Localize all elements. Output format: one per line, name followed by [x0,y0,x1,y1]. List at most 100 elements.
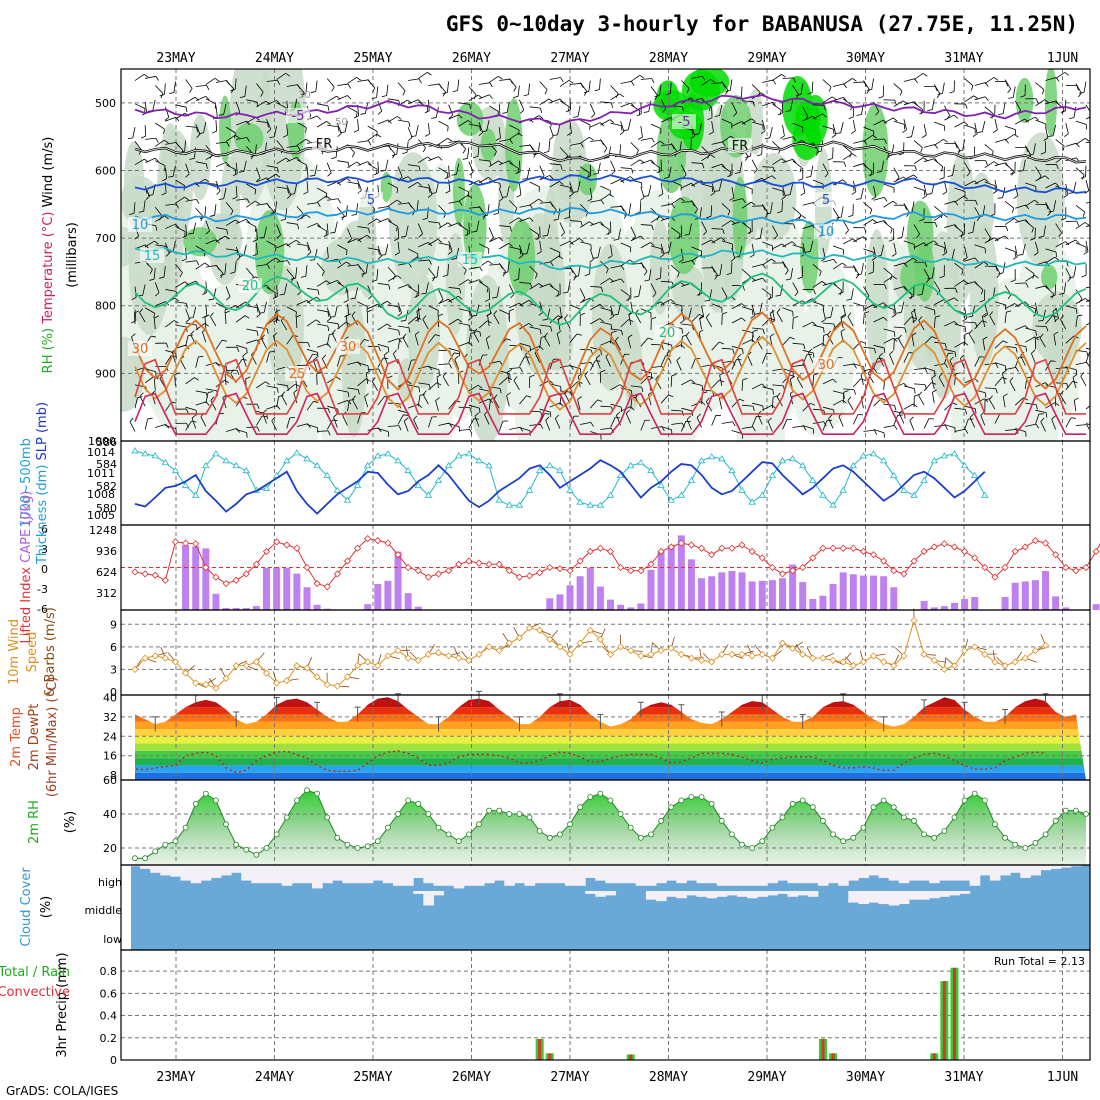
wind-barb [529,181,540,188]
wind-barb-flag [297,224,300,230]
wind-barb [266,79,278,82]
wind-barb-flag [1064,133,1069,137]
wind-barb [152,99,156,111]
rh-point [577,804,584,811]
wind-barb-flag [898,334,902,340]
wind-barb [1014,245,1018,257]
wind-barb [1035,285,1047,289]
wind-barb-flag [886,154,893,157]
wind-barb-flag [751,118,756,123]
wind-barb [883,117,894,124]
wind-barb [559,240,571,247]
wind-barb-flag [400,235,406,238]
wind-barb-flag [1025,147,1029,153]
li-point [566,567,574,575]
wind-barb [418,242,429,248]
li-point [333,570,341,578]
wind-barb [243,160,247,172]
wind-barb-flag [245,376,251,380]
li-point [748,547,756,556]
isotherm-25 [134,311,1087,397]
li-point [536,569,544,577]
rh-point [557,831,563,838]
wind-barb-flag [316,296,321,301]
wind-barb-flag [722,228,725,234]
thickness-point [303,455,311,462]
wind-barb [326,162,332,174]
cape-bar [384,580,392,610]
wind-barb [751,159,758,170]
wind-barb [696,417,702,428]
wind-barb-flag [1007,88,1012,94]
cloud-clear-middle [878,891,890,905]
wind-barb-flag [337,181,342,186]
cape-bar [738,572,746,610]
thickness-point [920,476,928,483]
wind-barb-flag [599,304,604,308]
wind-barb [659,84,662,96]
wind-barb-flag [306,251,312,256]
wind-barb-flag [845,229,849,235]
wind-barb-flag [891,314,897,318]
wind-barb [509,124,520,131]
wind-barb [286,268,295,278]
wind-barb [984,303,988,315]
cloud-clear-high [1020,865,1031,878]
wind-barb [200,416,207,427]
wind-barb [883,221,893,229]
wind-barb [580,241,591,245]
wind-barb [295,317,298,329]
wind-barb [569,333,578,343]
wind-barb-flag [488,398,493,403]
wind-barb-flag [535,237,541,240]
wind-barb [600,278,610,285]
wind-barb [721,165,731,173]
wind-barb-flag [387,119,392,124]
speed-point [1021,654,1029,662]
wind-barb-flag [926,193,932,195]
wind-barb-flag [154,157,159,163]
wind-barb-flag [613,314,619,316]
thickness-point [910,491,918,498]
rh-point [162,841,169,848]
wind-barb [873,316,884,323]
wind-barb-flag [129,417,134,422]
wind-barb [266,405,278,410]
wind-barb [347,303,350,315]
wind-barb-flag [590,422,594,427]
wind-barb-flag [835,132,841,134]
wind-barb [840,206,844,218]
wind-barb [1005,429,1017,431]
wind-barb-flag [536,251,542,255]
wind-barb-flag [499,183,502,189]
convective-bar [538,1038,542,1060]
wind-barb [1055,241,1066,248]
wind-barb [630,385,642,388]
wind-barb [1065,267,1072,279]
wind-barb [184,140,186,152]
speed-point [758,650,766,658]
rh-point [496,807,503,814]
wind-barb [387,266,396,276]
side-labels: RH (%) Temperature (°C) Wind (m/s) (mill… [0,137,80,1058]
wind-barb [256,381,266,389]
wind-barb [352,399,358,410]
wind-barb [306,166,309,178]
wind-barb-flag [984,392,987,398]
wind-barb-flag [625,409,631,414]
wind-barb [792,364,804,367]
wind-barb-flag [741,303,746,308]
wind-barb-flag [868,271,874,275]
wind-barb-flag [832,378,837,383]
wind-barb [600,260,609,270]
thickness-point [616,471,625,478]
li-point [161,576,169,584]
wind-barb [600,119,611,126]
wind-barb-flag [824,173,829,178]
wind-barb-flag [967,316,973,318]
wind-barb-flag [377,110,383,115]
wind-barb-flag [899,90,903,96]
wind-barb-flag [149,269,153,274]
wind-barb [721,118,733,124]
wind-barb-flag [555,294,561,297]
